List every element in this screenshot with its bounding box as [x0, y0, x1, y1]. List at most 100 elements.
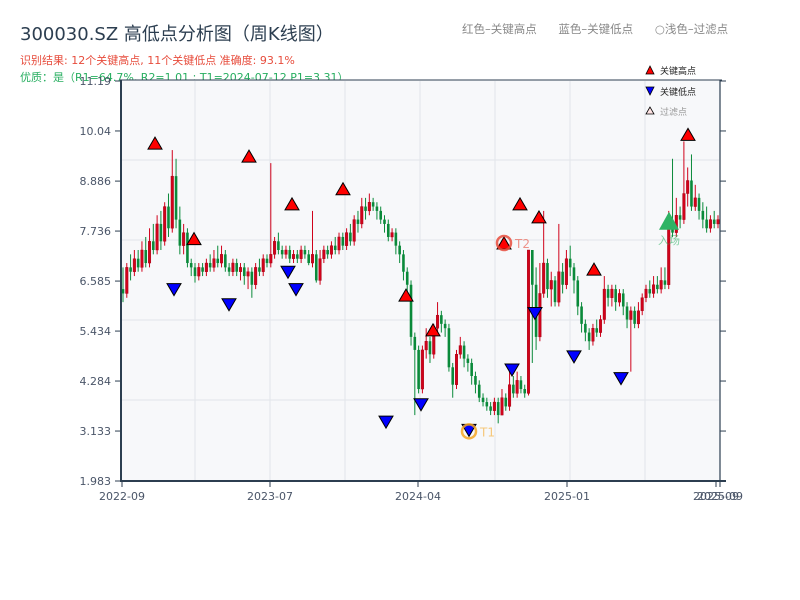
entry-icon — [659, 211, 679, 230]
key-low-icon — [166, 283, 182, 297]
candle-up — [686, 180, 690, 194]
candle-up — [238, 267, 242, 272]
candle-up — [170, 175, 174, 229]
candle-down — [504, 397, 508, 407]
key-low-icon — [613, 372, 629, 386]
candle-up — [708, 219, 712, 229]
x-tick-label: 2025-09 — [693, 490, 739, 503]
legend-low-label: 关键低点 — [660, 86, 696, 98]
candle-down — [519, 380, 523, 390]
candle-up — [716, 219, 720, 225]
candle-down — [405, 271, 409, 285]
candle-down — [314, 254, 318, 281]
candle-up — [629, 310, 633, 320]
candle-up — [337, 236, 341, 251]
x-tick-label: 2022-09 — [99, 490, 145, 503]
candle-up — [610, 288, 614, 298]
candle-up — [132, 258, 136, 272]
entry-label: 入场 — [658, 233, 680, 247]
candle-down — [477, 384, 481, 398]
candle-down — [375, 206, 379, 211]
candle-up — [345, 232, 349, 246]
candle-down — [144, 250, 148, 264]
candle-up — [652, 284, 656, 294]
candle-down — [178, 219, 182, 246]
candle-up — [636, 310, 640, 325]
candle-up — [155, 223, 159, 251]
candle-up — [455, 354, 459, 385]
candle-down — [280, 250, 284, 255]
candle-down — [576, 280, 580, 307]
candle-up — [542, 262, 546, 294]
candle-down — [152, 241, 155, 251]
candle-down — [656, 284, 659, 290]
key-point-markers — [147, 127, 696, 438]
candle-up — [424, 341, 428, 351]
candle-down — [561, 271, 564, 285]
candle-up — [500, 397, 504, 416]
candle-up — [515, 380, 519, 394]
key-high-icon — [186, 231, 202, 246]
key-high-icon — [680, 127, 696, 141]
candle-up — [564, 258, 568, 285]
candle-down — [307, 254, 311, 264]
candle-up — [269, 254, 273, 264]
y-tick-label: 7.736 — [80, 225, 112, 238]
candle-up — [591, 328, 595, 342]
candle-up — [220, 254, 224, 264]
candle-down — [201, 267, 204, 272]
candle-up — [436, 314, 440, 329]
legend-low-icon — [645, 86, 655, 96]
candle-down — [364, 206, 367, 211]
candle-down — [208, 263, 212, 268]
candle-up — [527, 249, 531, 394]
candle-up — [420, 349, 424, 390]
candle-up — [231, 262, 235, 272]
key-low-icon — [221, 298, 237, 312]
candle-up — [602, 288, 606, 320]
candle-up — [273, 241, 277, 255]
candle-down — [697, 197, 701, 211]
key-high-icon — [241, 149, 257, 163]
candle-up — [197, 267, 201, 277]
candle-down — [379, 210, 383, 220]
candle-down — [296, 254, 299, 259]
candle-up — [246, 271, 250, 277]
key-low-icon — [566, 350, 582, 364]
x-axis-ticks: 2022-09 2023-07 2024-04 2025-01 2025-092025-… — [99, 481, 743, 503]
key-low-icon — [413, 398, 429, 412]
key-high-icon — [531, 209, 547, 224]
candle-up — [367, 202, 371, 212]
candle-up — [318, 258, 322, 281]
legend-high-icon — [645, 65, 655, 75]
key-high-icon — [512, 196, 528, 211]
candle-down — [258, 267, 261, 272]
candle-down — [443, 323, 447, 329]
candle-up — [644, 288, 648, 298]
candle-down — [440, 315, 443, 324]
candle-down — [481, 397, 485, 403]
candle-up — [508, 384, 512, 407]
candle-up — [254, 267, 258, 285]
key-high-icon — [284, 196, 300, 211]
candle-up — [693, 197, 697, 207]
candle-down — [462, 345, 466, 359]
y-tick-label: 8.886 — [80, 175, 112, 188]
candle-down — [447, 328, 451, 368]
legend-filtered-icon — [645, 106, 655, 115]
candle-down — [648, 289, 652, 294]
t1-label: T1 — [479, 425, 495, 439]
candle-down — [595, 328, 599, 333]
top-legend: 红色–关键高点 蓝色–关键低点 ○浅色–过滤点 — [462, 21, 728, 37]
key-high-icon — [147, 136, 163, 150]
candle-down — [341, 236, 345, 246]
candle-up — [322, 249, 326, 259]
key-low-icon — [378, 415, 394, 430]
candle-up — [390, 232, 394, 238]
candle-down — [572, 267, 576, 281]
candle-down — [136, 258, 140, 268]
candle-down — [277, 241, 280, 251]
candle-down — [349, 232, 352, 242]
candle-down — [489, 406, 492, 411]
key-high-icon — [398, 288, 414, 302]
